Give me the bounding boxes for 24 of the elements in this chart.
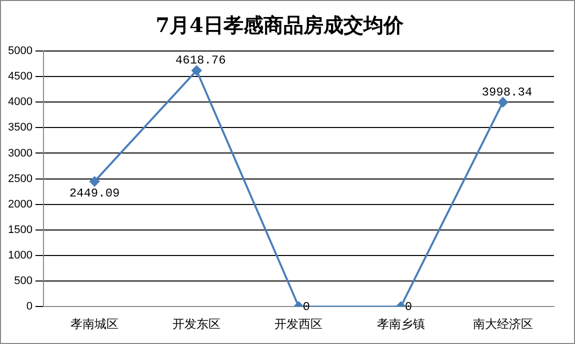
data-label: 3998.34	[482, 85, 532, 100]
y-tick-label: 3500	[8, 122, 32, 134]
y-tick-label: 4500	[8, 70, 32, 83]
y-tick-label: 0	[26, 300, 32, 313]
y-tick-label: 500	[14, 275, 32, 288]
x-tick-label: 孝南城区	[70, 316, 119, 331]
y-tick-label: 2500	[8, 172, 32, 185]
y-tick-label: 3000	[8, 147, 32, 160]
data-label: 2449.09	[69, 186, 120, 201]
point	[192, 65, 202, 76]
point	[90, 176, 100, 186]
y-tick-label: 2000	[8, 198, 32, 210]
y-tick-label: 4000	[8, 96, 32, 108]
y-tick-label: 1500	[8, 224, 32, 236]
y-tick-label: 1000	[8, 250, 32, 262]
x-tick-label: 南大经济区	[472, 316, 533, 331]
x-tick-label: 孝南乡镇	[376, 316, 425, 331]
data-label: 4618.76	[175, 54, 226, 68]
chart-title: 7月4日孝感商品房成交均价	[156, 13, 404, 38]
x-tick-label: 开发东区	[172, 316, 221, 331]
data-label: 0	[404, 300, 412, 314]
x-tick-label: 开发西区	[274, 316, 323, 331]
point	[498, 97, 508, 108]
y-tick-label: 5000	[8, 45, 32, 58]
